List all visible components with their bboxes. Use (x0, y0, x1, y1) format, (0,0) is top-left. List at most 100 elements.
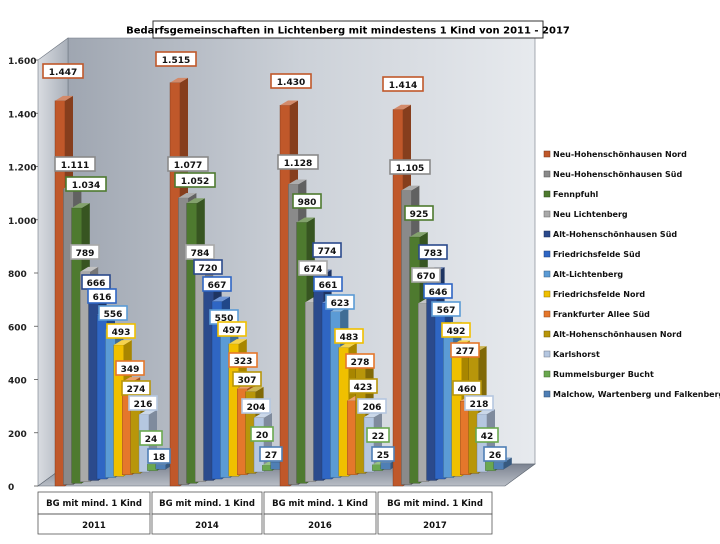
data-label-box (382, 76, 424, 92)
data-label-text: 661 (319, 281, 338, 291)
data-label-text: 483 (340, 333, 359, 343)
data-label: 925 (404, 205, 434, 221)
data-label-text: 550 (215, 314, 234, 324)
data-label-box (404, 205, 434, 221)
legend-label: Alt-Hohenschönhausen Nord (553, 330, 682, 339)
bar-front (253, 417, 265, 473)
legend-label: Friedrichsfelde Nord (553, 290, 645, 299)
legend-item: Karlshorst (543, 350, 600, 359)
legend-label: Neu-Hohenschönhausen Nord (553, 150, 687, 159)
data-label-box (452, 380, 482, 396)
data-label: 774 (312, 242, 342, 258)
data-label: 278 (345, 353, 375, 369)
data-label: 1.414 (382, 76, 424, 92)
legend-item: Alt-Lichtenberg (543, 270, 623, 279)
legend-item: Malchow, Wartenberg und Falkenberg (543, 390, 720, 399)
legend-item: Fennpfuhl (543, 190, 599, 199)
data-label-text: 25 (377, 451, 390, 461)
legend-swatch (543, 370, 551, 378)
y-tick-label: 1.400 (8, 110, 36, 120)
data-label: 670 (411, 267, 441, 283)
bar-top (280, 100, 298, 106)
data-label-box (70, 244, 100, 260)
bar-top (186, 198, 205, 204)
data-label-text: 20 (256, 431, 269, 441)
year-box (263, 513, 377, 535)
data-label: 25 (371, 446, 395, 462)
legend-swatch (543, 190, 551, 198)
data-label-text: 720 (199, 264, 218, 274)
data-label: 567 (431, 301, 461, 317)
data-label-box (174, 172, 216, 188)
data-label-text: 616 (93, 293, 112, 303)
data-label-text: 1.034 (72, 181, 100, 191)
data-label-text: 670 (417, 272, 436, 282)
data-label-box (193, 259, 223, 275)
data-label-box (128, 395, 158, 411)
data-label: 1.105 (389, 159, 431, 175)
data-label: 667 (202, 276, 232, 292)
y-tick-label: 200 (8, 430, 27, 440)
legend-swatch (543, 390, 551, 398)
data-label: 460 (452, 380, 482, 396)
data-label-box (464, 395, 494, 411)
data-label-box (441, 322, 471, 338)
legend-swatch (543, 310, 551, 318)
data-label-text: 204 (247, 403, 266, 413)
data-label-box (389, 159, 431, 175)
data-label: 307 (232, 371, 262, 387)
data-label-box (475, 427, 499, 443)
data-label-box (228, 352, 258, 368)
data-label-text: 274 (127, 385, 146, 395)
data-label-box (345, 353, 375, 369)
legend-item: Friedrichsfelde Nord (543, 290, 645, 299)
data-label-box (241, 398, 271, 414)
data-label: 20 (250, 426, 274, 442)
data-label: 1.447 (42, 63, 84, 79)
bar-top (178, 193, 197, 198)
legend-swatch (543, 230, 551, 238)
data-label: 218 (464, 395, 494, 411)
data-label-box (98, 305, 128, 321)
data-label-text: 206 (363, 403, 382, 413)
year-box (37, 513, 151, 535)
data-label: 206 (357, 398, 387, 414)
data-label-box (277, 154, 319, 170)
bar-side (503, 457, 512, 470)
data-label-box (411, 267, 441, 283)
data-label: 216 (128, 395, 158, 411)
legend-label: Rummelsburger Bucht (553, 370, 654, 379)
data-label-text: 623 (331, 299, 350, 309)
data-label-text: 216 (134, 400, 153, 410)
data-label: 26 (483, 446, 507, 462)
bar-top (401, 185, 420, 191)
data-label-text: 18 (153, 453, 166, 463)
data-label-text: 277 (456, 347, 475, 357)
data-label-text: 24 (145, 435, 158, 445)
bar-front (493, 462, 504, 470)
year-label: 2016 (308, 521, 332, 531)
bar-top (409, 232, 428, 237)
data-label-text: 1.105 (396, 164, 424, 174)
data-label: 204 (241, 398, 271, 414)
legend-label: Malchow, Wartenberg und Falkenberg (553, 390, 720, 399)
data-label: 1.052 (174, 172, 216, 188)
bar-top (393, 104, 411, 110)
data-label-text: 567 (437, 306, 456, 316)
data-label-box (54, 156, 96, 172)
data-label-box (217, 321, 247, 337)
data-label-box (121, 380, 151, 396)
y-tick-label: 1.600 (8, 57, 36, 67)
data-label-text: 26 (489, 451, 502, 461)
data-label: 277 (450, 342, 480, 358)
data-label-text: 556 (104, 310, 123, 320)
data-label-box (431, 301, 461, 317)
data-label-box (106, 323, 136, 339)
bar-top (113, 340, 132, 345)
data-label-text: 666 (87, 279, 106, 289)
data-label-box (270, 73, 312, 89)
legend-swatch (543, 170, 551, 178)
bar-top (245, 386, 264, 392)
y-axis: 0 200 400 600 800 1.000 1.200 1.400 1.600 (8, 57, 38, 493)
